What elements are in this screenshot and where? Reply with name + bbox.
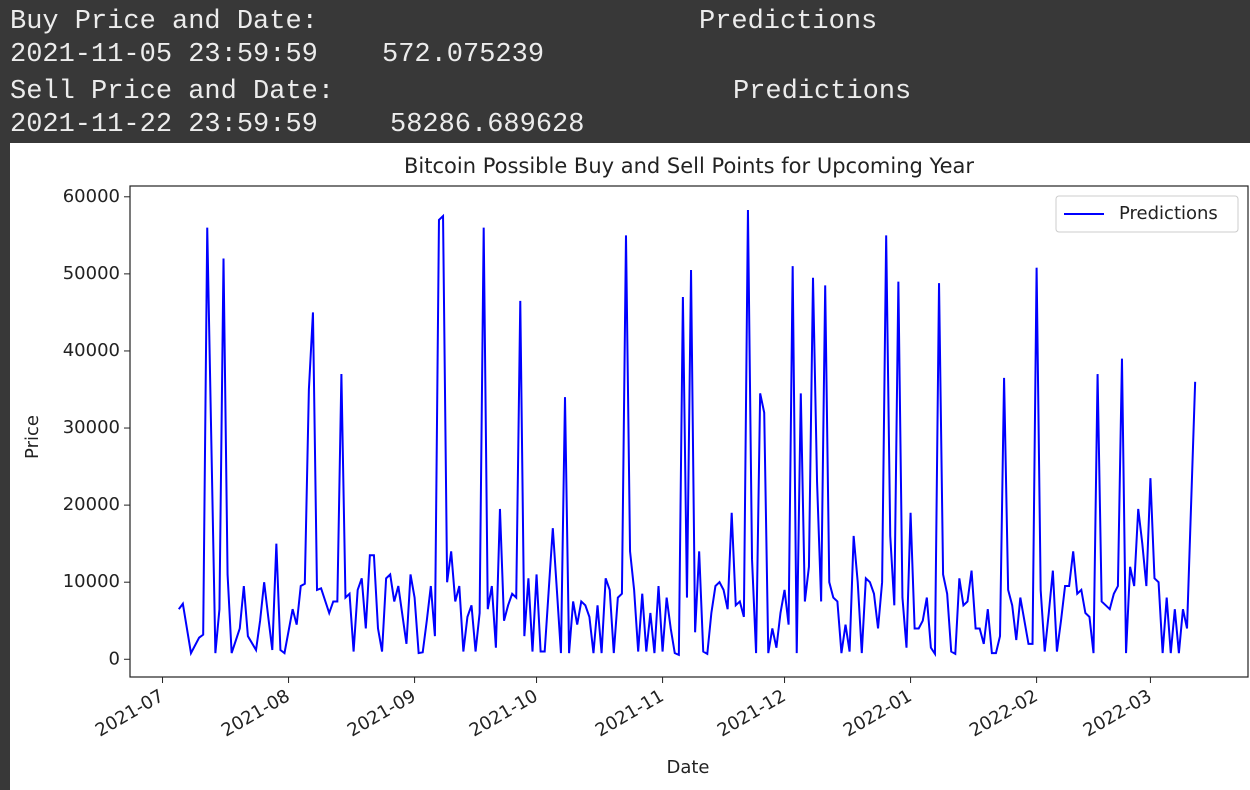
output-text: Buy Price and Date: xyxy=(10,7,318,37)
x-tick-label: 2022-01 xyxy=(840,685,916,741)
x-tick-label: 2021-10 xyxy=(466,685,542,741)
output-text: 572.075239 xyxy=(382,40,545,70)
y-tick-label: 20000 xyxy=(63,494,120,515)
output-text: 2021-11-22 23:59:59 xyxy=(10,110,318,140)
x-tick-label: 2021-08 xyxy=(218,685,294,741)
x-axis-label: Date xyxy=(666,757,709,778)
y-tick-label: 50000 xyxy=(63,263,120,284)
y-axis-label: Price xyxy=(22,415,43,459)
y-tick-label: 40000 xyxy=(63,340,120,361)
x-tick-label: 2021-11 xyxy=(592,685,668,741)
x-tick-label: 2022-02 xyxy=(966,685,1042,741)
legend: Predictions xyxy=(1055,195,1239,233)
output-text: 2021-11-05 23:59:59 xyxy=(10,40,318,70)
x-tick-label: 2022-03 xyxy=(1080,685,1156,741)
legend-label: Predictions xyxy=(1119,203,1218,224)
y-tick-label: 60000 xyxy=(63,186,120,207)
output-text: 58286.689628 xyxy=(390,110,585,140)
plot-frame xyxy=(129,185,1249,678)
y-tick-label: 30000 xyxy=(63,417,120,438)
chart-title: Bitcoin Possible Buy and Sell Points for… xyxy=(404,154,974,178)
legend-box xyxy=(1055,195,1239,233)
output-text: Predictions xyxy=(699,7,878,37)
chart: Bitcoin Possible Buy and Sell Points for… xyxy=(10,143,1250,790)
output-text: Predictions xyxy=(733,77,912,107)
y-tick-label: 0 xyxy=(109,648,120,669)
x-tick-label: 2021-07 xyxy=(92,685,168,741)
output-text: Sell Price and Date: xyxy=(10,77,335,107)
data-line xyxy=(177,209,1197,658)
x-tick-label: 2021-09 xyxy=(344,685,420,741)
x-tick-label: 2021-12 xyxy=(714,685,790,741)
y-tick-label: 10000 xyxy=(63,571,120,592)
